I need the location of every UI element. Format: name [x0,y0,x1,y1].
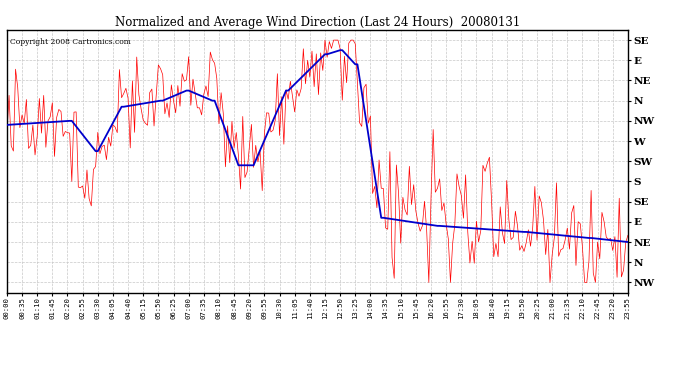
Title: Normalized and Average Wind Direction (Last 24 Hours)  20080131: Normalized and Average Wind Direction (L… [115,16,520,29]
Text: Copyright 2008 Cartronics.com: Copyright 2008 Cartronics.com [10,38,131,46]
